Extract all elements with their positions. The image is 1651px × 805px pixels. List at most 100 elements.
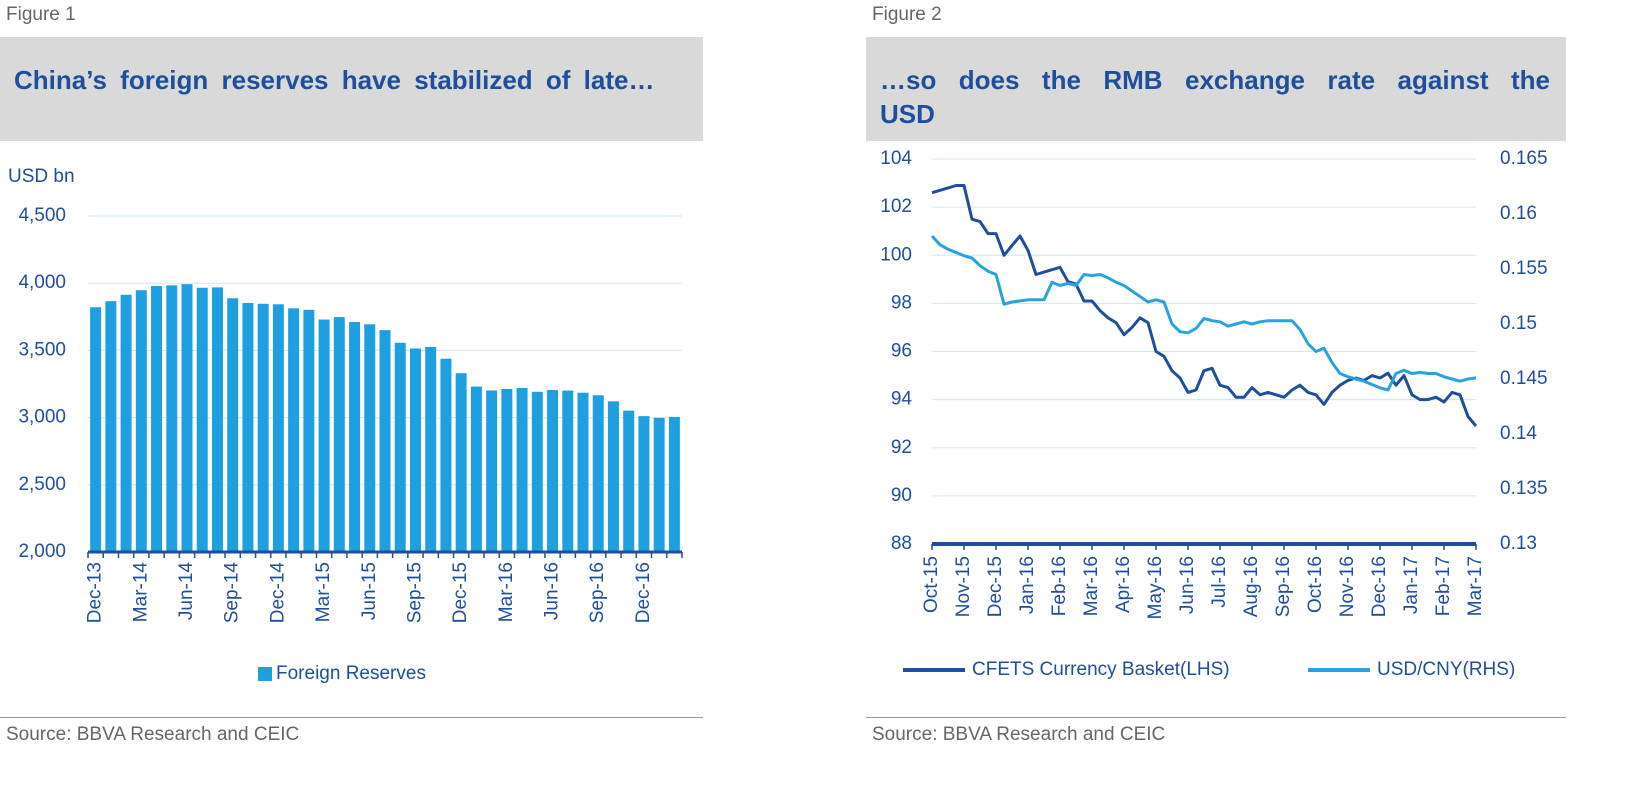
x-tick-label: Mar-16 [1081, 556, 1102, 616]
y2-tick-label: 0.155 [1500, 258, 1548, 279]
y-tick-label: 96 [891, 341, 912, 362]
figure-label: Figure 1 [6, 4, 76, 25]
x-tick-label: Jul-16 [1209, 556, 1230, 608]
series-line [931, 184, 1478, 428]
bar [394, 342, 406, 552]
x-tick-label: Jun-15 [359, 562, 380, 620]
series-line [930, 234, 1477, 392]
y2-tick-label: 0.15 [1500, 313, 1537, 334]
rule [866, 717, 1566, 718]
bar [166, 285, 178, 552]
y2-tick-label: 0.135 [1500, 478, 1548, 499]
bar [547, 390, 559, 552]
legend-label: CFETS Currency Basket(LHS) [972, 659, 1230, 680]
bar [516, 388, 528, 552]
y-tick-label: 94 [891, 389, 913, 410]
x-tick-label: Dec-15 [450, 562, 471, 623]
bar [577, 392, 589, 552]
bar [196, 287, 208, 552]
x-tick-label: Jan-17 [1401, 556, 1422, 614]
title-box: …so does the RMB exchange rate against t… [866, 37, 1566, 141]
chart-title: China’s foreign reserves have stabilized… [14, 65, 655, 95]
bar [151, 286, 163, 552]
rule [0, 717, 703, 718]
bar [211, 287, 223, 552]
bar [592, 395, 604, 552]
x-tick-label: May-16 [1145, 556, 1166, 619]
y-tick-label: 4,000 [18, 272, 66, 293]
x-tick-label: Nov-15 [953, 556, 974, 617]
x-tick-label: Feb-16 [1049, 556, 1070, 616]
bar [409, 348, 421, 552]
bar [440, 358, 452, 552]
chart-title: …so does the RMB exchange rate against t… [880, 65, 1550, 129]
y-axis-label: USD bn [8, 166, 75, 187]
x-tick-label: Sep-16 [587, 562, 608, 623]
bar [227, 298, 239, 552]
y-tick-label: 2,000 [18, 541, 66, 562]
bar [531, 391, 543, 552]
x-tick-label: Jun-16 [1177, 556, 1198, 614]
x-tick-label: Mar-15 [313, 562, 334, 622]
x-tick-label: Oct-16 [1305, 556, 1326, 613]
figure-label: Figure 2 [872, 4, 942, 25]
x-tick-label: Dec-16 [1369, 556, 1390, 617]
source: Source: BBVA Research and CEIC [6, 724, 300, 745]
y-tick-label: 100 [880, 244, 912, 265]
y-tick-label: 4,500 [18, 205, 66, 226]
bar [623, 410, 635, 552]
y-tick-label: 3,500 [18, 339, 66, 360]
x-tick-label: Feb-17 [1433, 556, 1454, 616]
bar [181, 284, 193, 552]
x-tick-label: Apr-16 [1113, 556, 1134, 613]
source: Source: BBVA Research and CEIC [872, 724, 1166, 745]
x-tick-label: Dec-15 [985, 556, 1006, 617]
y-tick-label: 104 [880, 148, 912, 169]
x-tick-label: Dec-16 [633, 562, 654, 623]
x-tick-label: Nov-16 [1337, 556, 1358, 617]
x-tick-label: Jun-16 [542, 562, 563, 620]
y-tick-label: 98 [891, 292, 912, 313]
bar [607, 401, 619, 552]
legend-label: Foreign Reserves [276, 663, 426, 684]
x-tick-label: Oct-15 [921, 556, 942, 613]
bar [105, 301, 117, 552]
y-tick-label: 90 [891, 485, 912, 506]
bar [379, 330, 391, 552]
x-tick-label: Sep-14 [222, 562, 243, 624]
x-tick-label: Mar-16 [496, 562, 517, 622]
bar [90, 307, 102, 552]
y-tick-label: 92 [891, 437, 912, 458]
bar [501, 388, 513, 552]
bar [653, 417, 665, 552]
bar [257, 303, 269, 552]
x-tick-label: Aug-16 [1241, 556, 1262, 617]
y2-tick-label: 0.145 [1500, 368, 1548, 389]
x-tick-label: Dec-13 [85, 562, 106, 623]
bar [135, 290, 147, 552]
bar [364, 324, 376, 552]
bar [120, 294, 132, 552]
bar [668, 416, 680, 552]
legend-label: USD/CNY(RHS) [1377, 659, 1515, 680]
bar [425, 346, 437, 552]
y2-tick-label: 0.13 [1500, 533, 1537, 554]
y-tick-label: 102 [880, 196, 912, 217]
bar [272, 304, 284, 552]
bar [288, 308, 300, 552]
y2-tick-label: 0.165 [1500, 148, 1548, 169]
x-tick-label: Jun-14 [176, 562, 197, 621]
x-tick-label: Mar-17 [1465, 556, 1486, 616]
bar [303, 309, 315, 552]
legend-swatch [258, 667, 272, 681]
bar [318, 319, 330, 552]
y-tick-label: 88 [891, 533, 912, 554]
bar [349, 322, 361, 552]
y2-tick-label: 0.14 [1500, 423, 1537, 444]
x-tick-label: Sep-15 [404, 562, 425, 623]
x-tick-label: Mar-14 [130, 562, 151, 623]
x-tick-label: Sep-16 [1273, 556, 1294, 617]
bar [333, 317, 345, 552]
